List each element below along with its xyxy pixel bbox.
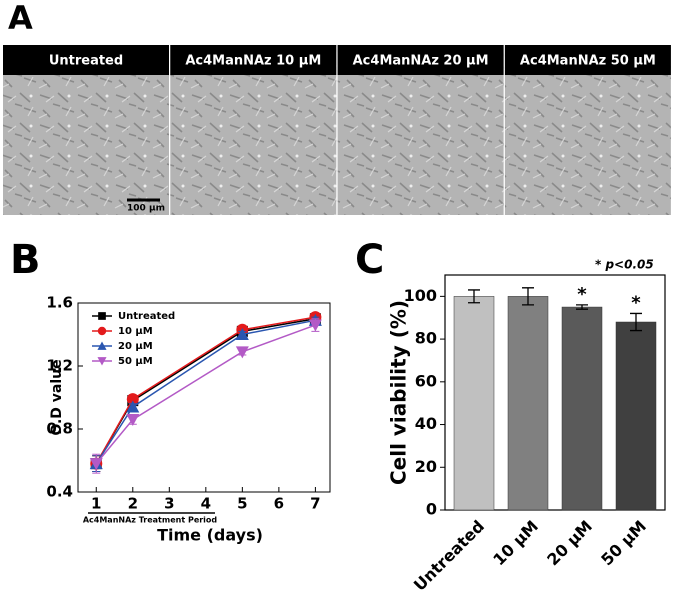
x-axis-label: Time (days) (157, 526, 263, 545)
x-tick-label: 5 (237, 495, 247, 513)
y-tick-label: 80 (415, 329, 437, 348)
marker (235, 328, 249, 340)
legend-label: Untreated (118, 311, 175, 322)
y-tick-label: 100 (404, 286, 437, 305)
image-header (504, 45, 671, 75)
scale-bar-label: 100 μm (127, 204, 165, 214)
y-tick-label: 20 (415, 457, 437, 476)
legend-marker (97, 357, 107, 366)
x-tick-label: 3 (164, 495, 174, 513)
plot-frame (444, 274, 666, 511)
image-header (170, 45, 337, 75)
error-bar (630, 312, 642, 332)
significance: * (577, 284, 587, 305)
x-tick-label: 10 μM (489, 517, 542, 570)
legend-marker (97, 341, 107, 350)
image-header (3, 45, 169, 75)
x-tick-label: 50 μM (597, 517, 650, 570)
bar (507, 296, 549, 511)
panel-letter: C (355, 237, 384, 283)
bar (561, 306, 603, 511)
panel-letter: B (10, 237, 41, 283)
x-tick-label: 1 (91, 495, 101, 513)
image-label: Ac4ManNAz 10 μM (185, 54, 321, 69)
y-axis-label: Cell viability (%) (387, 300, 411, 485)
y-tick-label: 0.8 (46, 420, 73, 438)
image-header (337, 45, 504, 75)
x-tick-label: Untreated (410, 517, 488, 595)
panel-letter: A (8, 0, 33, 37)
legend-marker (97, 326, 107, 336)
image-label: Ac4ManNAz 50 μM (520, 54, 656, 69)
image-label: Untreated (49, 54, 123, 69)
marker (308, 319, 322, 332)
image-strip: Untreated Ac4ManNAz 10 μM Ac4ManNAz 20 μM A… (3, 45, 671, 215)
x-tick-label: 4 (201, 495, 211, 513)
legend-label: 20 μM (118, 341, 153, 352)
note: * p<0.05 (595, 258, 654, 272)
y-tick-label: 40 (415, 414, 437, 433)
x-tick-label: 2 (128, 495, 138, 513)
image-label: Ac4ManNAz 20 μM (353, 54, 489, 69)
y-tick-label: 1.6 (46, 294, 73, 312)
x-tick-label: 20 μM (543, 517, 596, 570)
series-line (95, 324, 316, 465)
error-bar (468, 289, 480, 304)
error-bar (522, 287, 534, 306)
marker (126, 414, 140, 427)
x-tick-label: 7 (310, 495, 320, 513)
bar (615, 321, 657, 511)
plot-frame (77, 302, 331, 493)
marker (126, 393, 139, 406)
series-line (95, 319, 316, 465)
legend-label: 10 μM (118, 326, 153, 337)
y-axis-label: O.D value (49, 359, 65, 435)
y-tick-label: 0.4 (46, 483, 73, 501)
legend-marker (98, 312, 106, 320)
y-tick-label: 1.2 (46, 357, 73, 375)
annotation: Ac4ManNAz Treatment Period (83, 516, 218, 525)
marker (89, 458, 103, 471)
y-tick-label: 60 (415, 371, 437, 390)
legend-label: 50 μM (118, 356, 153, 367)
y-tick-label: 0 (426, 500, 437, 519)
marker (126, 400, 140, 413)
x-tick-label: 6 (274, 495, 284, 513)
bar (453, 296, 495, 511)
marker (235, 346, 249, 359)
significance: * (631, 292, 641, 313)
error-bar (576, 304, 588, 310)
series-line (95, 316, 316, 465)
